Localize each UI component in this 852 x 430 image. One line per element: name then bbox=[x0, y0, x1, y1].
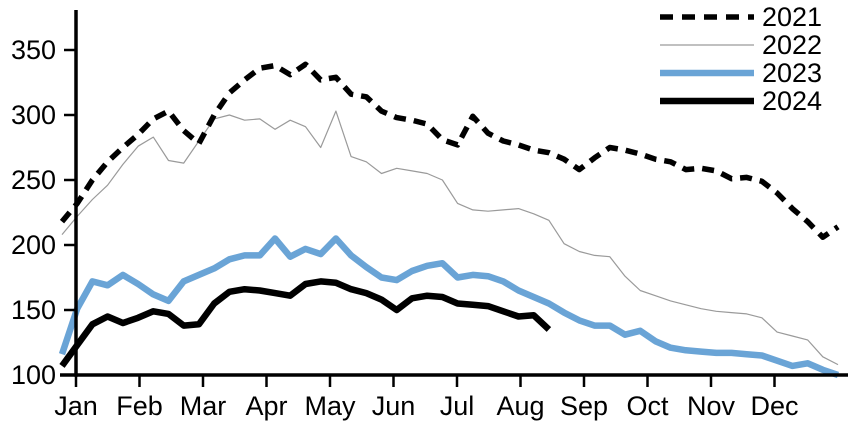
x-tick-label-oct: Oct bbox=[626, 391, 669, 421]
series-group bbox=[58, 61, 840, 379]
legend-label-2022: 2022 bbox=[762, 30, 822, 60]
y-tick-label: 250 bbox=[11, 165, 56, 195]
x-tick-label-jun: Jun bbox=[372, 391, 416, 421]
x-tick-label-dec: Dec bbox=[750, 391, 798, 421]
x-tick-label-aug: Aug bbox=[496, 391, 544, 421]
series-line-2023 bbox=[58, 235, 840, 379]
legend-label-2023: 2023 bbox=[762, 58, 822, 88]
legend-label-2021: 2021 bbox=[762, 2, 822, 32]
axes-group: 100 150 200 250 300 350 Jan Feb Mar Apr May Jun Jul A… bbox=[11, 10, 848, 421]
series-line-2022 bbox=[61, 110, 839, 366]
x-tick-label-jan: Jan bbox=[54, 391, 98, 421]
y-tick-label: 300 bbox=[11, 100, 56, 130]
x-tick-label-feb: Feb bbox=[116, 391, 163, 421]
y-tick-label: 100 bbox=[11, 360, 56, 390]
x-tick-label-nov: Nov bbox=[687, 391, 736, 421]
x-tick-label-apr: Apr bbox=[245, 391, 287, 421]
x-tick-label-may: May bbox=[304, 391, 356, 421]
y-tick-label: 200 bbox=[11, 230, 56, 260]
x-tick-label-mar: Mar bbox=[180, 391, 227, 421]
series-line-2024 bbox=[59, 278, 552, 368]
y-tick-label: 150 bbox=[11, 295, 56, 325]
x-tick-label-jul: Jul bbox=[440, 391, 475, 421]
x-tick-label-sep: Sep bbox=[560, 391, 608, 421]
series-line-2021 bbox=[59, 61, 840, 240]
legend-label-2024: 2024 bbox=[762, 86, 822, 116]
y-tick-label: 350 bbox=[11, 35, 56, 65]
